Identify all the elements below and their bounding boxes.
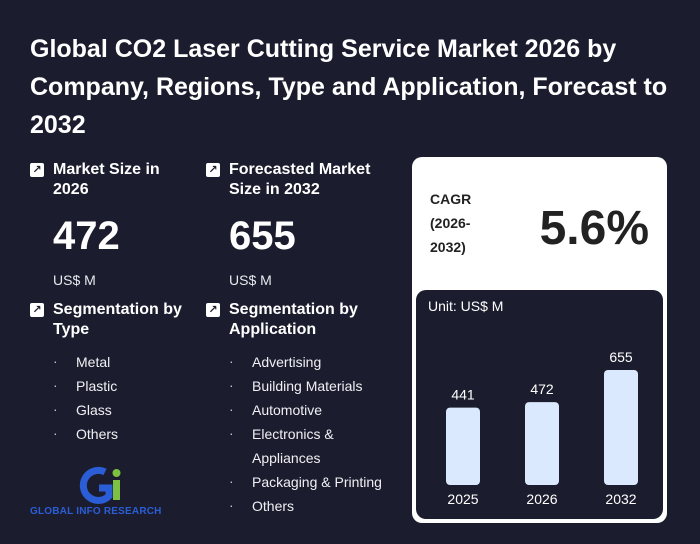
chart-panel: Unit: US$ M 441 2025 472 2026 655 2032 [416, 290, 663, 519]
list-item: Packaging & Printing [229, 469, 402, 494]
category-label: 2026 [526, 491, 557, 507]
market-size-label: Market Size in 2026 [53, 161, 160, 198]
page-title: Global CO2 Laser Cutting Service Market … [30, 35, 668, 139]
company-logo: GLOBAL INFO RESEARCH [30, 466, 180, 522]
list-item: Others [229, 493, 402, 518]
list-item: Building Materials [229, 373, 402, 398]
data-label: 441 [451, 387, 475, 403]
list-item: Metal [53, 349, 226, 374]
logo-mark-icon [79, 466, 121, 504]
arrow-icon: ↗ [206, 163, 220, 177]
seg-type-label: Segmentation by Type [53, 301, 182, 338]
category-label: 2032 [605, 491, 636, 507]
data-label: 472 [530, 381, 554, 397]
seg-type-list: Metal Plastic Glass Others [53, 349, 226, 446]
cagr-value: 5.6% [539, 202, 649, 255]
data-label: 655 [609, 349, 633, 365]
forecast-unit: US$ M [229, 272, 272, 288]
bar-2026 [525, 402, 559, 485]
market-size-kpi: ↗ Market Size in 2026 472 US$ M [30, 160, 193, 288]
bar-2025 [446, 407, 480, 485]
forecast-label: Forecasted Market Size in 2032 [229, 161, 371, 198]
seg-app-label: Segmentation by Application [229, 301, 358, 338]
list-item: Advertising [229, 349, 402, 374]
bar-chart: 441 2025 472 2026 655 2032 [446, 349, 638, 507]
chart-unit-label: Unit: US$ M [428, 298, 504, 314]
category-label: 2025 [447, 491, 478, 507]
seg-app-list: Advertising Building Materials Automotiv… [229, 349, 402, 518]
logo-text: GLOBAL INFO RESEARCH [30, 506, 162, 517]
market-size-value: 472 [53, 214, 120, 258]
forecast-value: 655 [229, 214, 296, 258]
market-size-unit: US$ M [53, 272, 96, 288]
bar-2032 [604, 370, 638, 485]
forecast-kpi: ↗ Forecasted Market Size in 2032 655 US$… [206, 160, 399, 288]
arrow-icon: ↗ [30, 303, 44, 317]
list-item: Electronics & Appliances [229, 421, 402, 470]
cagr-label: CAGR (2026-2032) [430, 191, 472, 255]
list-item: Automotive [229, 397, 402, 422]
segmentation-application: ↗ Segmentation by Application Advertisin… [206, 300, 402, 518]
segmentation-type: ↗ Segmentation by Type Metal Plastic Gla… [30, 300, 226, 446]
arrow-icon: ↗ [206, 303, 220, 317]
cagr-card: CAGR (2026-2032) 5.6% Unit: US$ M 441 202… [412, 157, 667, 523]
list-item: Others [53, 421, 226, 446]
arrow-icon: ↗ [30, 163, 44, 177]
list-item: Glass [53, 397, 226, 422]
list-item: Plastic [53, 373, 226, 398]
